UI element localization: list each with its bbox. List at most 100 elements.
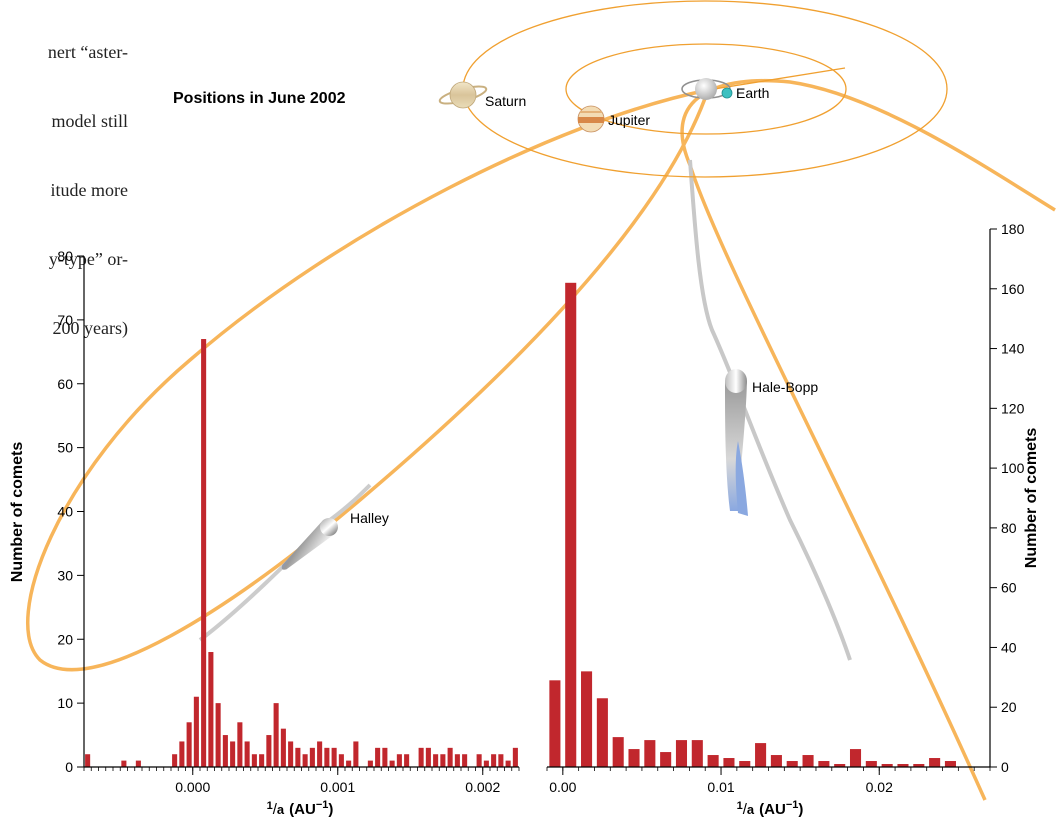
histogram-bar xyxy=(786,761,798,767)
x-tick-label: 0.001 xyxy=(320,779,355,795)
x-tick-label: 0.000 xyxy=(175,779,210,795)
histogram-bar xyxy=(581,671,593,767)
x-label-exponent: −1 xyxy=(316,799,329,811)
histogram-bar xyxy=(324,747,330,767)
histogram-bar xyxy=(913,764,925,767)
comet-icon xyxy=(725,369,748,516)
node-line xyxy=(707,67,846,91)
x-label-slash: / xyxy=(273,801,278,818)
histogram-bar xyxy=(454,754,460,767)
y-tick-label: 0 xyxy=(65,759,73,775)
histogram-bar xyxy=(418,747,424,767)
y-axis-label: Number of comets xyxy=(1023,428,1040,569)
y-tick-label: 30 xyxy=(57,567,73,583)
x-axis-label: 1/a (AU−1) xyxy=(267,799,334,818)
histogram-bar xyxy=(302,754,308,767)
histogram-bar xyxy=(549,680,561,767)
histogram-bar xyxy=(660,752,672,767)
planet-label-jupiter: Jupiter xyxy=(608,112,650,128)
histogram-bar xyxy=(121,760,127,767)
x-label-unit: (AU xyxy=(289,801,316,818)
body-text-fragment: nert “aster- model still itude more y-ty… xyxy=(0,0,128,363)
histogram-bar xyxy=(425,747,431,767)
x-label-close: ) xyxy=(798,801,803,818)
saturn-icon xyxy=(438,81,488,109)
histogram-bar xyxy=(273,703,279,768)
histogram-bar xyxy=(691,740,703,767)
histogram-bar xyxy=(770,755,782,767)
histogram-bar xyxy=(512,747,518,767)
histogram-bar xyxy=(802,755,814,767)
y-tick-label: 140 xyxy=(1001,341,1025,357)
histogram-bar xyxy=(755,743,767,767)
histogram-bar xyxy=(331,747,337,767)
histogram-bar xyxy=(288,741,294,767)
histogram-bar xyxy=(596,698,608,767)
x-label-close: ) xyxy=(328,801,333,818)
histogram-bar xyxy=(251,754,257,767)
earth-icon xyxy=(721,87,733,99)
histogram-bar xyxy=(222,735,228,767)
histogram-bar xyxy=(338,754,344,767)
planet-label-saturn: Saturn xyxy=(485,93,526,109)
histogram-bar xyxy=(628,749,640,767)
histogram-bar xyxy=(375,747,381,767)
histogram-bar xyxy=(462,754,468,767)
histogram-bar xyxy=(675,740,688,767)
x-tick-label: 0.02 xyxy=(866,779,893,795)
histogram-bar xyxy=(353,741,359,767)
x-label-denominator: a xyxy=(277,802,285,817)
y-tick-label: 80 xyxy=(57,248,73,264)
x-label-exponent: −1 xyxy=(786,799,799,811)
histogram-bar xyxy=(476,754,482,767)
y-tick-label: 20 xyxy=(1001,699,1017,715)
histogram-bar xyxy=(929,758,941,767)
histogram-bar xyxy=(612,737,624,767)
histogram-bar xyxy=(309,747,315,767)
histogram-bar xyxy=(865,761,877,767)
histogram-bar xyxy=(244,741,250,767)
histogram-bar xyxy=(881,764,893,767)
comet-label-hale-bopp: Hale-Bopp xyxy=(752,379,818,395)
jupiter-orbit xyxy=(565,43,847,135)
y-tick-label: 180 xyxy=(1001,221,1025,237)
inset-title: Positions in June 2002 xyxy=(173,90,346,107)
histogram-bar xyxy=(723,758,735,767)
histogram-bar xyxy=(849,749,862,767)
hale-bopp-orbit xyxy=(680,78,1056,801)
histogram-bar xyxy=(505,760,511,767)
y-tick-label: 10 xyxy=(57,695,73,711)
x-label-denominator: a xyxy=(747,802,755,817)
y-tick-label: 40 xyxy=(1001,639,1017,655)
histogram-bar xyxy=(498,754,504,767)
x-label-numerator: 1 xyxy=(737,800,743,812)
x-tick-label: 0.00 xyxy=(549,779,576,795)
planet-label-earth: Earth xyxy=(736,85,769,101)
histogram-bar xyxy=(172,754,178,767)
histogram-bar xyxy=(259,754,265,767)
histogram-bar xyxy=(818,761,830,767)
y-axis-label: Number of comets xyxy=(9,442,26,583)
histogram-bar xyxy=(215,703,221,768)
planet-positions-inset: Positions in June 2002 Saturn Jupiter Ea… xyxy=(173,0,948,178)
histogram-bar xyxy=(644,740,656,767)
histogram-bar xyxy=(433,754,439,767)
x-label-slash: / xyxy=(743,801,748,818)
histogram-bar xyxy=(179,741,185,767)
body-text-line: y-type” or- xyxy=(48,249,128,269)
histogram-bar xyxy=(404,754,410,767)
histogram-bar xyxy=(739,761,751,767)
x-axis-label: 1/a (AU−1) xyxy=(737,799,804,818)
histogram-bar xyxy=(707,755,719,767)
y-tick-label: 60 xyxy=(1001,580,1017,596)
histogram-bar xyxy=(367,760,373,767)
y-tick-label: 160 xyxy=(1001,281,1025,297)
histogram-bar xyxy=(280,728,286,767)
histogram-bar xyxy=(382,747,388,767)
jupiter-icon xyxy=(577,105,605,133)
histogram-bar xyxy=(944,761,956,767)
y-tick-label: 20 xyxy=(57,631,73,647)
histogram-bar xyxy=(230,741,236,767)
histogram-bar xyxy=(237,722,243,767)
body-text-line: model still xyxy=(47,111,129,131)
